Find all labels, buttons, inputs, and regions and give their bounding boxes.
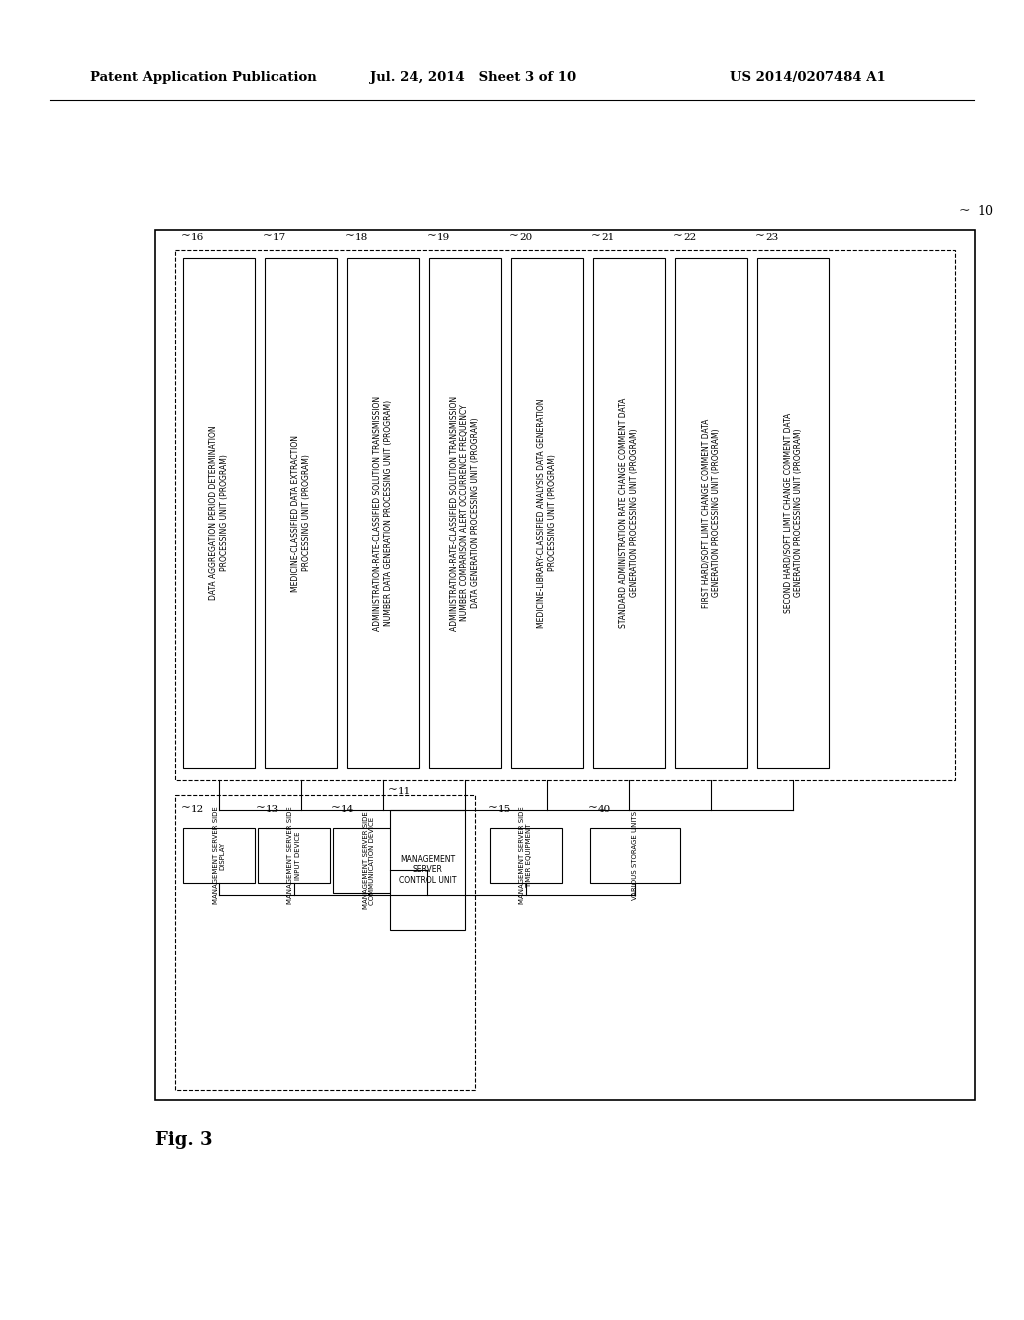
Text: Fig. 3: Fig. 3 xyxy=(155,1131,213,1148)
Text: US 2014/0207484 A1: US 2014/0207484 A1 xyxy=(730,71,886,84)
Bar xyxy=(675,257,746,768)
Bar xyxy=(490,828,562,883)
Bar xyxy=(390,810,465,931)
Text: ~: ~ xyxy=(591,228,601,242)
Text: 19: 19 xyxy=(437,234,451,242)
Bar xyxy=(183,257,255,768)
Text: 14: 14 xyxy=(341,805,354,814)
Bar xyxy=(175,249,955,780)
Text: MANAGEMENT SERVER SIDE
TIMER EQUIPMENT: MANAGEMENT SERVER SIDE TIMER EQUIPMENT xyxy=(519,807,532,904)
Text: ~: ~ xyxy=(263,228,272,242)
Text: FIRST HARD/SOFT LIMIT CHANGE COMMENT DATA
GENERATION PROCESSING UNIT (PROGRAM): FIRST HARD/SOFT LIMIT CHANGE COMMENT DAT… xyxy=(701,418,721,607)
Bar xyxy=(347,257,419,768)
Text: ADMINISTRATION-RATE-CLASSIFIED SOLUTION TRANSMISSION
NUMBER DATA GENERATION PROC: ADMINISTRATION-RATE-CLASSIFIED SOLUTION … xyxy=(374,396,392,631)
Text: 21: 21 xyxy=(601,234,614,242)
Text: 10: 10 xyxy=(977,205,993,218)
Text: VARIOUS STORAGE UNITS: VARIOUS STORAGE UNITS xyxy=(632,810,638,900)
Text: ~: ~ xyxy=(588,801,598,814)
Text: ~: ~ xyxy=(488,801,498,814)
Text: 40: 40 xyxy=(598,805,611,814)
Bar xyxy=(183,828,255,883)
Text: MANAGEMENT SERVER SIDE
DISPLAY: MANAGEMENT SERVER SIDE DISPLAY xyxy=(213,807,225,904)
Text: DATA AGGREGATION PERIOD DETERMINATION
PROCESSING UNIT (PROGRAM): DATA AGGREGATION PERIOD DETERMINATION PR… xyxy=(209,425,228,601)
Bar xyxy=(265,257,337,768)
Text: ~: ~ xyxy=(256,801,266,814)
Text: ~: ~ xyxy=(345,228,355,242)
Text: 11: 11 xyxy=(398,787,412,796)
Text: ~: ~ xyxy=(331,801,341,814)
Text: 15: 15 xyxy=(498,805,511,814)
Bar xyxy=(155,230,975,1100)
Text: Patent Application Publication: Patent Application Publication xyxy=(90,71,316,84)
Bar xyxy=(757,257,829,768)
Text: ~: ~ xyxy=(181,228,190,242)
Text: 13: 13 xyxy=(266,805,280,814)
Bar xyxy=(333,828,406,894)
Text: ~: ~ xyxy=(427,228,437,242)
Bar xyxy=(590,828,680,883)
Text: SECOND HARD/SOFT LIMIT CHANGE COMMENT DATA
GENERATION PROCESSING UNIT (PROGRAM): SECOND HARD/SOFT LIMIT CHANGE COMMENT DA… xyxy=(783,413,803,612)
Text: ~: ~ xyxy=(509,228,519,242)
Text: ~: ~ xyxy=(755,228,765,242)
Text: 22: 22 xyxy=(683,234,696,242)
Text: MEDICINE-LIBRARY-CLASSIFIED ANALYSIS DATA GENERATION
PROCESSING UNIT (PROGRAM): MEDICINE-LIBRARY-CLASSIFIED ANALYSIS DAT… xyxy=(538,399,557,628)
Bar xyxy=(258,828,330,883)
Text: 18: 18 xyxy=(355,234,369,242)
Text: 16: 16 xyxy=(191,234,204,242)
Bar xyxy=(593,257,665,768)
Text: ~: ~ xyxy=(388,783,398,796)
Text: ~: ~ xyxy=(958,205,970,218)
Text: ADMINISTRATION-RATE-CLASSIFIED SOLUTION TRANSMISSION
NUMBER COMPARISON ALERT OCC: ADMINISTRATION-RATE-CLASSIFIED SOLUTION … xyxy=(451,396,480,631)
Text: MANAGEMENT SERVER SIDE
COMMUNICATION DEVICE: MANAGEMENT SERVER SIDE COMMUNICATION DEV… xyxy=(362,812,376,909)
Text: 23: 23 xyxy=(765,234,778,242)
Text: 17: 17 xyxy=(273,234,287,242)
Text: Jul. 24, 2014   Sheet 3 of 10: Jul. 24, 2014 Sheet 3 of 10 xyxy=(370,71,577,84)
Bar xyxy=(429,257,501,768)
Text: ~: ~ xyxy=(673,228,683,242)
Text: MEDICINE-CLASSIFIED DATA EXTRACTION
PROCESSING UNIT (PROGRAM): MEDICINE-CLASSIFIED DATA EXTRACTION PROC… xyxy=(291,434,310,591)
Text: STANDARD ADMINISTRATION RATE CHANGE COMMENT DATA
GENERATION PROCESSING UNIT (PRO: STANDARD ADMINISTRATION RATE CHANGE COMM… xyxy=(620,397,639,628)
Bar xyxy=(511,257,583,768)
Text: MANAGEMENT SERVER SIDE
INPUT DEVICE: MANAGEMENT SERVER SIDE INPUT DEVICE xyxy=(288,807,300,904)
Text: ~: ~ xyxy=(181,801,190,814)
Bar xyxy=(175,795,475,1090)
Text: 12: 12 xyxy=(191,805,204,814)
Text: MANAGEMENT
SERVER
CONTROL UNIT: MANAGEMENT SERVER CONTROL UNIT xyxy=(398,855,457,884)
Text: 20: 20 xyxy=(519,234,532,242)
